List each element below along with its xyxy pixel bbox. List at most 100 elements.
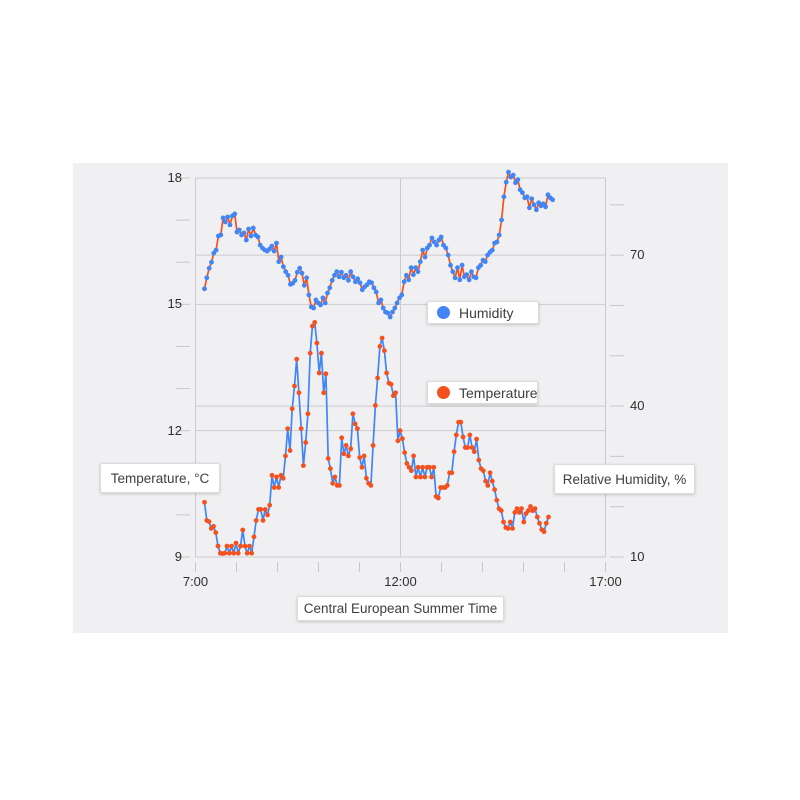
humidity-data-point[interactable] [531, 202, 537, 208]
humidity-data-point[interactable] [448, 262, 453, 268]
humidity-data-point[interactable] [455, 265, 460, 271]
humidity-data-point[interactable] [438, 234, 444, 240]
humidity-data-point[interactable] [274, 240, 279, 246]
temperature-data-point[interactable] [480, 468, 486, 474]
humidity-data-point[interactable] [380, 305, 386, 311]
temperature-data-point[interactable] [226, 550, 232, 556]
humidity-series-line[interactable] [203, 171, 554, 318]
temperature-data-point[interactable] [364, 475, 369, 481]
humidity-data-point[interactable] [466, 277, 472, 283]
temperature-data-point[interactable] [314, 340, 320, 346]
humidity-data-point[interactable] [503, 179, 509, 185]
temperature-data-point[interactable] [492, 487, 497, 492]
temperature-data-point[interactable] [489, 478, 495, 484]
temperature-data-point[interactable] [292, 383, 297, 389]
temperature-data-point[interactable] [215, 543, 221, 549]
humidity-data-point[interactable] [427, 242, 432, 248]
temperature-data-point[interactable] [458, 419, 464, 425]
humidity-data-point[interactable] [243, 237, 249, 243]
temperature-data-point[interactable] [348, 446, 354, 452]
temperature-data-point[interactable] [525, 508, 531, 514]
temperature-data-point[interactable] [332, 474, 338, 480]
temperature-data-point[interactable] [469, 445, 475, 450]
temperature-data-point[interactable] [471, 449, 477, 455]
humidity-data-point[interactable] [304, 275, 309, 281]
humidity-data-point[interactable] [534, 207, 539, 213]
temperature-data-point[interactable] [244, 550, 250, 556]
humidity-data-point[interactable] [343, 272, 349, 278]
temperature-data-point[interactable] [512, 510, 518, 515]
temperature-data-point[interactable] [276, 485, 282, 490]
temperature-data-point[interactable] [382, 348, 387, 354]
humidity-data-point[interactable] [248, 233, 254, 239]
temperature-data-point[interactable] [370, 443, 376, 448]
temperature-data-point[interactable] [328, 466, 333, 471]
temperature-data-point[interactable] [534, 514, 540, 520]
temperature-data-point[interactable] [238, 543, 243, 549]
humidity-data-point[interactable] [429, 235, 435, 241]
temperature-data-point[interactable] [287, 448, 293, 453]
temperature-data-point[interactable] [487, 470, 493, 476]
humidity-data-point[interactable] [422, 254, 428, 260]
humidity-data-point[interactable] [336, 274, 342, 280]
temperature-data-point[interactable] [397, 428, 403, 434]
temperature-data-point[interactable] [373, 403, 378, 408]
temperature-data-point[interactable] [269, 472, 275, 478]
temperature-data-point[interactable] [310, 323, 315, 329]
temperature-data-point[interactable] [467, 432, 473, 438]
humidity-data-point[interactable] [204, 275, 210, 281]
temperature-data-point[interactable] [222, 550, 228, 556]
humidity-data-point[interactable] [401, 279, 407, 285]
humidity-data-point[interactable] [434, 242, 439, 248]
humidity-data-point[interactable] [325, 290, 330, 296]
temperature-data-point[interactable] [289, 406, 295, 412]
temperature-data-point[interactable] [240, 527, 246, 533]
temperature-data-point[interactable] [528, 504, 533, 509]
temperature-data-point[interactable] [514, 506, 520, 511]
temperature-data-point[interactable] [537, 520, 542, 526]
humidity-data-point[interactable] [332, 272, 337, 278]
humidity-data-point[interactable] [394, 300, 400, 306]
temperature-data-point[interactable] [507, 519, 513, 525]
temperature-data-point[interactable] [337, 483, 342, 488]
temperature-data-point[interactable] [224, 543, 230, 549]
humidity-data-point[interactable] [202, 286, 207, 292]
humidity-data-point[interactable] [311, 305, 316, 311]
humidity-data-point[interactable] [348, 269, 354, 275]
humidity-data-point[interactable] [390, 309, 395, 315]
humidity-data-point[interactable] [510, 172, 516, 178]
temperature-data-point[interactable] [274, 474, 279, 480]
humidity-data-point[interactable] [225, 214, 231, 220]
humidity-data-point[interactable] [241, 230, 247, 236]
humidity-data-point[interactable] [515, 177, 521, 183]
temperature-data-point[interactable] [406, 464, 412, 470]
temperature-data-point[interactable] [262, 507, 268, 512]
humidity-data-point[interactable] [452, 275, 458, 281]
humidity-data-point[interactable] [209, 259, 214, 265]
humidity-data-point[interactable] [322, 300, 328, 306]
temperature-data-point[interactable] [395, 438, 401, 444]
temperature-data-point[interactable] [213, 530, 219, 535]
humidity-data-point[interactable] [369, 280, 374, 286]
temperature-data-point[interactable] [350, 411, 356, 417]
humidity-data-point[interactable] [385, 310, 391, 316]
temperature-data-point[interactable] [298, 426, 304, 431]
humidity-data-point[interactable] [318, 302, 323, 308]
temperature-data-point[interactable] [377, 344, 383, 349]
temperature-data-point[interactable] [375, 375, 380, 381]
humidity-data-point[interactable] [482, 259, 488, 265]
humidity-data-point[interactable] [250, 225, 256, 231]
temperature-data-point[interactable] [501, 519, 506, 525]
temperature-data-point[interactable] [449, 470, 455, 476]
temperature-data-point[interactable] [460, 434, 466, 440]
temperature-data-point[interactable] [341, 451, 347, 457]
temperature-data-point[interactable] [368, 483, 374, 488]
temperature-data-point[interactable] [339, 435, 345, 441]
temperature-data-point[interactable] [346, 453, 351, 459]
temperature-data-point[interactable] [510, 526, 515, 531]
temperature-data-point[interactable] [321, 390, 327, 396]
temperature-data-point[interactable] [404, 461, 410, 466]
humidity-data-point[interactable] [420, 247, 426, 253]
temperature-data-point[interactable] [202, 499, 207, 505]
humidity-data-point[interactable] [501, 194, 507, 200]
